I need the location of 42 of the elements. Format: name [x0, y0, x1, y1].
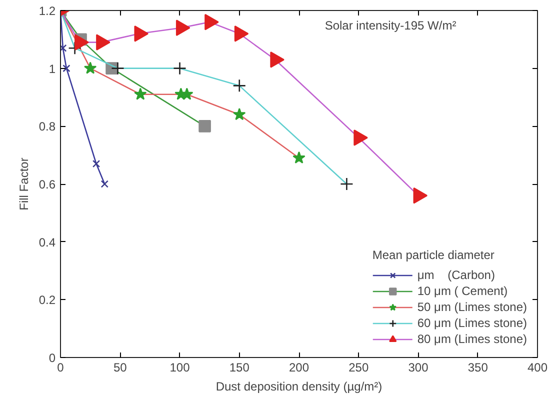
point — [198, 120, 211, 132]
legend-label: 80 μm (Limes stone) — [417, 331, 527, 347]
point — [92, 160, 100, 168]
x-axis-title: Dust deposition density (µg/m²) — [216, 380, 382, 394]
point — [292, 151, 306, 164]
point — [68, 41, 82, 55]
point — [134, 88, 147, 100]
point — [233, 108, 246, 120]
y-tick-label: 0 — [48, 351, 56, 365]
legend-label: 60 μm (Limes stone) — [417, 315, 527, 331]
point — [413, 187, 428, 204]
point — [354, 130, 368, 146]
legend-label: 10 μm ( Cement) — [417, 283, 508, 299]
legend-label: 50 μm (Limes stone) — [417, 299, 527, 315]
y-tick-label: 0.4 — [38, 235, 56, 250]
point — [60, 44, 67, 52]
point — [100, 180, 108, 188]
x-tick-label: 300 — [408, 360, 429, 374]
x-tick-label: 0 — [57, 360, 64, 374]
x-tick-label: 50 — [113, 360, 128, 374]
x-tick-label: 200 — [288, 360, 310, 374]
point — [270, 52, 284, 68]
x-tick-label: 150 — [229, 360, 250, 374]
point — [340, 177, 354, 191]
legend-title: Mean particle diameter — [372, 248, 496, 262]
x-tick-label: 400 — [527, 360, 548, 374]
point — [173, 62, 186, 75]
y-tick-label: 0.2 — [38, 293, 56, 308]
legend-label: μm (Carbon) — [417, 267, 495, 283]
x-tick-label: 100 — [170, 360, 190, 374]
point — [62, 64, 70, 72]
annotation: Solar intensity-195 W/m² — [324, 18, 456, 32]
y-tick-label: 0.6 — [38, 178, 56, 192]
x-tick-label: 250 — [348, 360, 369, 374]
y-tick-label: 1 — [48, 62, 56, 76]
y-tick-label: 0.8 — [38, 120, 56, 134]
y-axis-title: Fill Factor — [16, 158, 31, 210]
point — [111, 62, 124, 75]
y-tick-label: 1.2 — [38, 4, 56, 18]
point — [84, 62, 97, 74]
x-tick-label: 350 — [468, 360, 488, 374]
point — [232, 79, 246, 92]
